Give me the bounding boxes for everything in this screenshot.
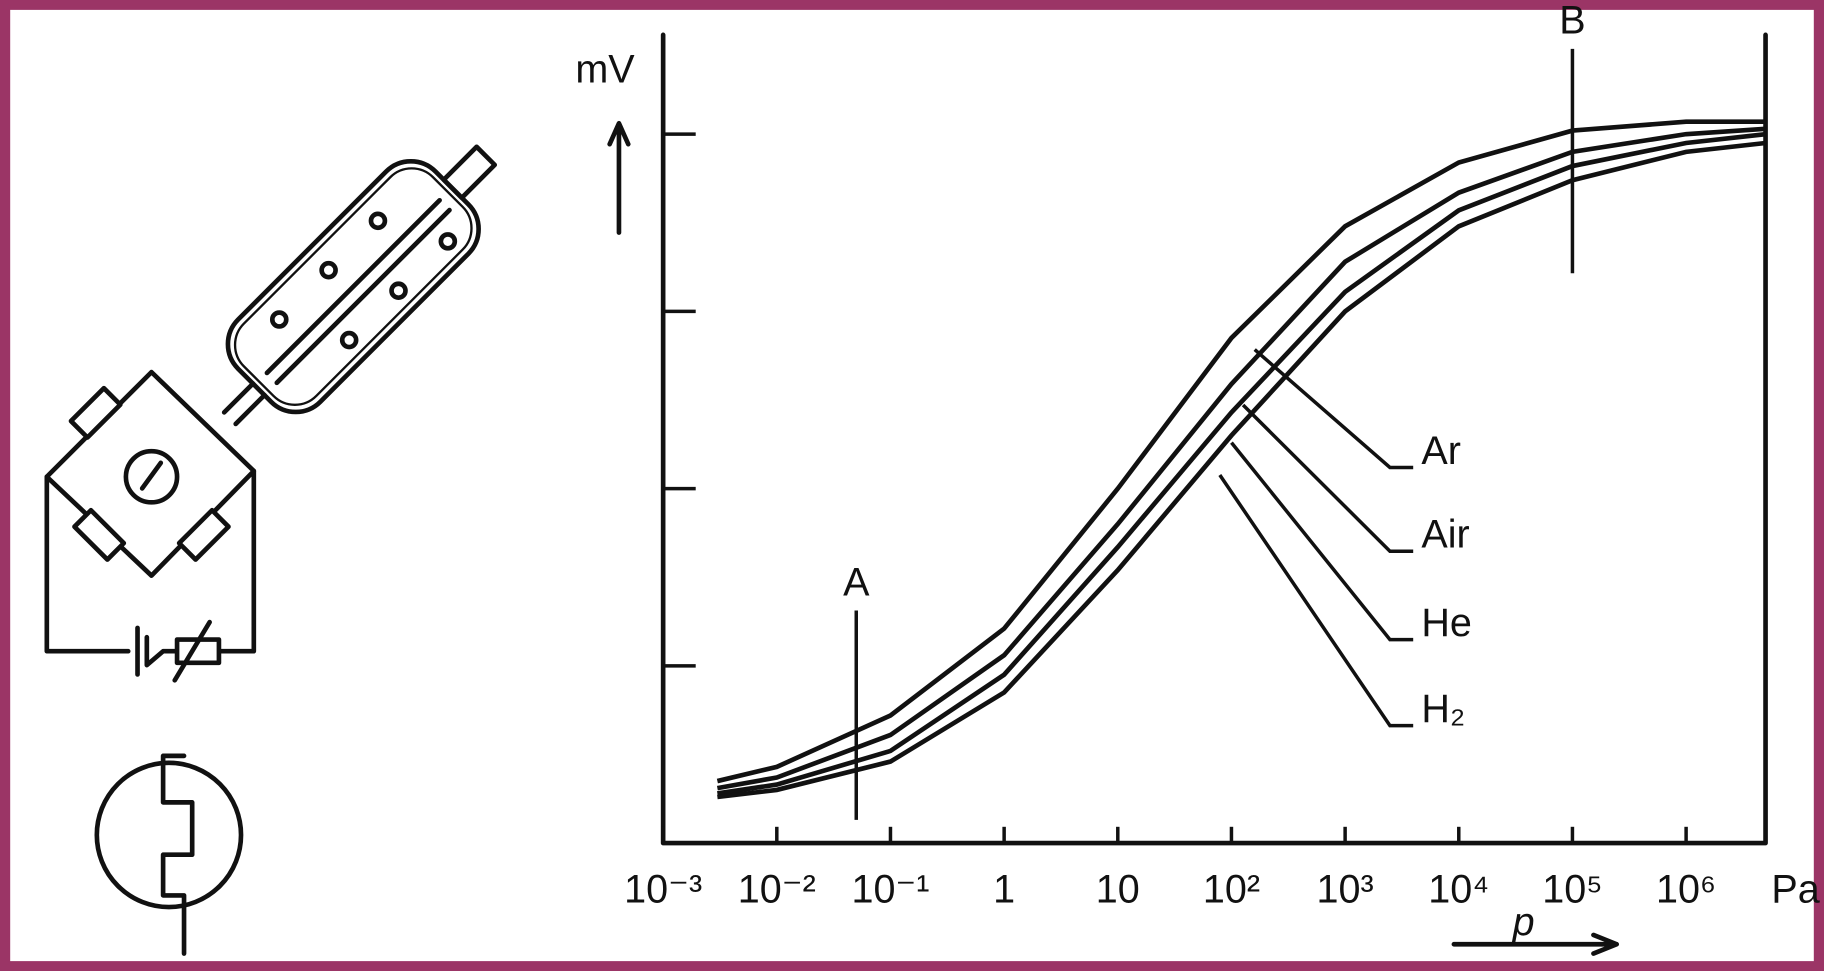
leader-line [1241,403,1414,553]
schematic [44,144,498,956]
leader-line [1253,348,1414,470]
x-tick-label: 10³ [1317,867,1374,911]
x-tick-label: 10⁻¹ [851,867,929,911]
x-tick-label: 10⁻² [738,867,816,911]
leader-line [1230,441,1414,642]
annotation: B [1559,0,1585,43]
y-arrow [607,120,631,235]
y-axis-label: mV [575,48,635,92]
legend-label: Air [1421,513,1469,557]
series-line [716,126,1766,791]
annotation: A [843,560,870,604]
x-tick-label: 10² [1203,867,1260,911]
x-axis-label: p [1512,900,1535,944]
gauge-tube [221,144,498,427]
legend-label: Ar [1421,429,1461,473]
x-tick-label: 10 [1096,867,1140,911]
x-tick-label: 10⁵ [1542,867,1602,911]
axes [660,32,1768,846]
x-tick-label: 10⁶ [1656,867,1716,911]
x-tick-label: 10⁻³ [624,867,702,911]
plot: mV Pa p 10⁻³ 10⁻² 10⁻¹ 1 10 10² 10³ 10⁴ 10⁵ 10⁶ A B… [575,0,1820,956]
leader-line [1218,473,1414,728]
x-unit: Pa [1771,867,1819,911]
x-arrow [1451,932,1620,956]
series-line [716,119,1766,784]
series-line [717,140,1766,800]
series-line [717,131,1766,796]
legend-label: He [1421,601,1472,645]
legend-label: H₂ [1421,687,1465,731]
x-tick-label: 1 [993,867,1015,911]
x-tick-label: 10⁴ [1428,867,1489,911]
